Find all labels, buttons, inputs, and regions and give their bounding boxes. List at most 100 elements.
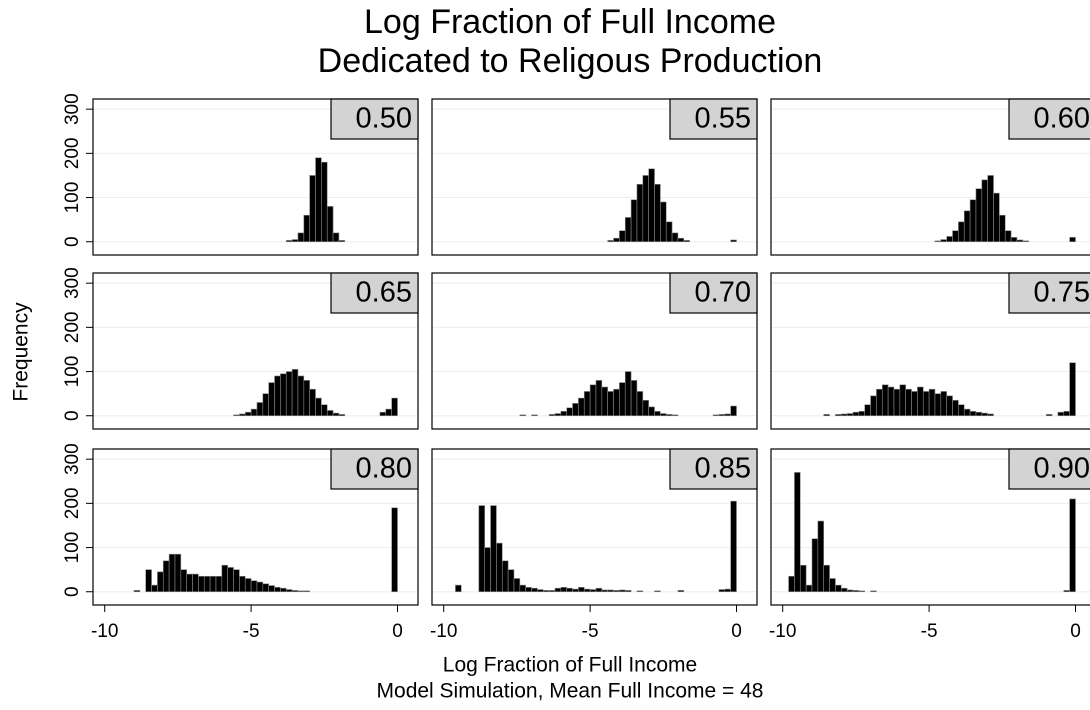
x-tick-label: -10 xyxy=(91,621,118,642)
panel-frame xyxy=(770,272,1090,430)
y-tick-label: 100 xyxy=(62,532,83,564)
bar xyxy=(157,571,164,593)
y-tick-label: 200 xyxy=(62,138,83,170)
panel-frame xyxy=(770,448,1090,606)
bar xyxy=(870,590,877,593)
bar xyxy=(665,221,673,243)
bar xyxy=(560,411,567,417)
bar xyxy=(958,404,965,417)
bar xyxy=(642,399,649,417)
bar xyxy=(636,183,644,243)
panel: 0.75 xyxy=(770,272,1090,430)
bar xyxy=(285,240,293,243)
bar xyxy=(1004,230,1012,243)
y-tick-label: 0 xyxy=(62,586,83,597)
bar xyxy=(203,575,211,593)
bar xyxy=(280,373,287,417)
bar xyxy=(274,375,281,417)
bar xyxy=(1010,237,1018,243)
panel-label: 0.55 xyxy=(695,103,751,135)
bar xyxy=(934,393,942,417)
panel: 0.60 xyxy=(770,98,1090,256)
bar xyxy=(601,386,608,417)
bar xyxy=(233,569,240,593)
bar xyxy=(712,414,720,417)
panel-label: 0.80 xyxy=(356,453,412,485)
x-tick-label: 0 xyxy=(1070,621,1081,642)
y-tick-label: 0 xyxy=(62,410,83,421)
bar xyxy=(811,538,819,593)
bar xyxy=(531,587,538,593)
bar xyxy=(799,564,807,593)
panel-frame xyxy=(770,98,1090,256)
bar xyxy=(338,240,346,243)
bar xyxy=(987,175,994,243)
bar xyxy=(268,585,275,593)
bar xyxy=(572,403,579,417)
bar xyxy=(338,414,346,417)
bar xyxy=(665,414,673,417)
y-tick-label: 200 xyxy=(62,488,83,520)
bar xyxy=(256,581,264,593)
bar xyxy=(858,411,865,417)
bar xyxy=(572,588,579,593)
bar xyxy=(478,505,486,593)
bar xyxy=(660,413,667,417)
bar xyxy=(548,590,556,593)
bar xyxy=(1022,240,1029,243)
bar xyxy=(946,395,953,417)
bar xyxy=(624,590,632,593)
bar xyxy=(864,404,871,417)
bar xyxy=(560,587,567,593)
bar xyxy=(525,587,532,593)
bar xyxy=(624,371,632,417)
bar xyxy=(391,507,398,593)
bar xyxy=(244,578,252,593)
bar xyxy=(934,240,942,243)
bar xyxy=(975,411,983,417)
bar xyxy=(969,411,977,417)
bar xyxy=(198,575,205,593)
bar xyxy=(899,384,906,417)
bar xyxy=(326,206,334,243)
bar xyxy=(162,560,170,593)
bar xyxy=(256,402,264,417)
panel-label-box xyxy=(330,98,419,140)
bar xyxy=(215,575,223,593)
bar xyxy=(619,230,626,243)
bar xyxy=(291,590,299,593)
bar xyxy=(274,587,281,593)
x-tick-label: 0 xyxy=(731,621,742,642)
bar xyxy=(192,573,199,593)
panel-frame xyxy=(431,448,758,606)
bar xyxy=(250,580,258,593)
bar xyxy=(221,564,228,593)
bar xyxy=(303,590,310,593)
bar xyxy=(455,584,462,593)
x-tick-label: -10 xyxy=(430,621,457,642)
bar xyxy=(280,587,287,593)
bar xyxy=(332,232,340,243)
bar xyxy=(730,405,737,417)
bar xyxy=(321,161,328,243)
bar xyxy=(391,397,398,417)
bar xyxy=(513,578,521,593)
chart-title: Log Fraction of Full Income xyxy=(364,3,776,41)
panel: 0 100 200 300 0.65 xyxy=(62,267,419,430)
bar xyxy=(718,589,726,593)
bar xyxy=(291,239,299,243)
chart-title: Dedicated to Religous Production xyxy=(318,42,823,80)
y-tick-label: 300 xyxy=(62,443,83,475)
bar xyxy=(648,168,655,243)
panel-label-box xyxy=(330,448,419,490)
panel-label: 0.65 xyxy=(356,277,412,309)
panel-label: 0.60 xyxy=(1034,103,1090,135)
bar xyxy=(297,375,305,417)
bar xyxy=(642,175,649,243)
bar xyxy=(887,386,895,417)
y-tick-label: 0 xyxy=(62,236,83,247)
bar xyxy=(917,386,924,417)
bar xyxy=(239,575,246,593)
